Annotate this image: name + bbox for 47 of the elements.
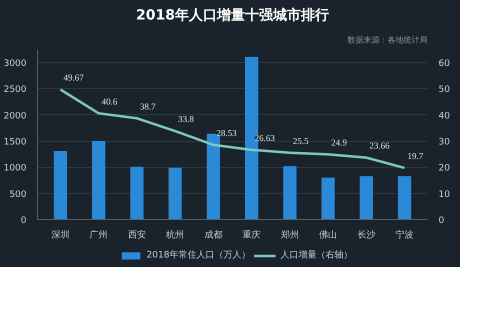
bar [168,168,182,220]
data-label: 19.7 [408,150,424,161]
data-label: 33.8 [178,114,194,124]
x-tick-label: 广州 [90,230,108,240]
y2-tick-label: 0 [438,216,444,226]
source-note: 数据来源：各地统计局 [348,36,428,44]
data-label: 49.67 [63,72,84,83]
data-label: 26.63 [254,132,276,143]
x-tick-label: 西安 [128,230,146,240]
line-series [59,88,406,170]
y-tick-label: 3000 [4,59,27,70]
bar [54,151,68,220]
legend-label: 2018年常住人口（万人） [146,249,250,262]
bar [321,178,335,220]
bar [360,176,373,220]
y2-tick-label: 30 [438,138,450,148]
bar [283,166,296,220]
y2-tick-label: 50 [438,85,450,96]
data-label: 28.53 [216,128,238,138]
data-label: 25.5 [292,136,310,146]
bar [130,166,144,220]
bar [398,176,412,220]
chart-title: 2018年人口增量十强城市排行 [136,6,329,24]
x-tick-label: 佛山 [319,230,338,240]
x-tick-label: 重庆 [242,230,261,240]
y2-tick-label: 40 [438,111,450,122]
y2-tick-label: 20 [438,164,450,174]
data-label: 40.6 [102,96,118,106]
data-label: 38.7 [140,101,156,112]
data-label: 24.9 [331,137,348,148]
y2-tick-label: 60 [438,59,450,70]
data-label: 23.66 [369,140,390,151]
x-tick-label: 郑州 [280,230,299,240]
x-tick-label: 宁波 [396,230,414,240]
y-tick-label: 2000 [4,111,27,122]
x-tick-label: 杭州 [165,230,184,240]
x-tick-label: 深圳 [51,230,70,240]
y-tick-label: 0 [20,216,27,226]
x-tick-label: 长沙 [357,230,376,240]
y-tick-label: 1000 [4,164,27,174]
y-tick-label: 500 [9,190,27,200]
x-tick-label: 成都 [204,230,222,240]
y-tick-label: 1500 [4,138,27,148]
y-tick-label: 2500 [4,85,27,96]
legend-label: 人口增量（右轴） [280,249,352,262]
bar [92,141,106,220]
y2-tick-label: 10 [438,190,450,200]
